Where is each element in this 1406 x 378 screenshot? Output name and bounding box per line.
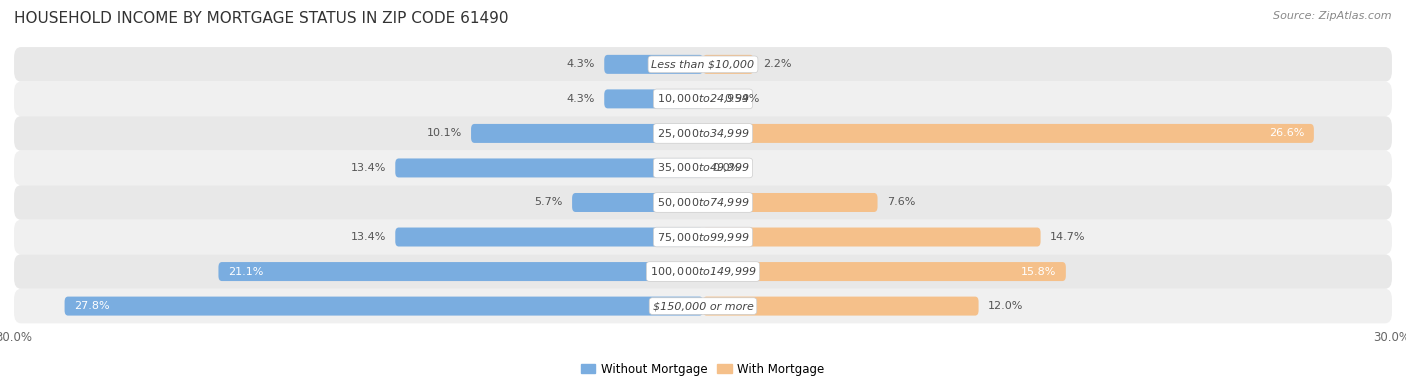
FancyBboxPatch shape bbox=[605, 55, 703, 74]
FancyBboxPatch shape bbox=[14, 289, 1392, 323]
FancyBboxPatch shape bbox=[703, 193, 877, 212]
Text: 14.7%: 14.7% bbox=[1050, 232, 1085, 242]
FancyBboxPatch shape bbox=[703, 228, 1040, 246]
Text: $25,000 to $34,999: $25,000 to $34,999 bbox=[657, 127, 749, 140]
Text: $50,000 to $74,999: $50,000 to $74,999 bbox=[657, 196, 749, 209]
Text: $150,000 or more: $150,000 or more bbox=[652, 301, 754, 311]
Text: 26.6%: 26.6% bbox=[1270, 129, 1305, 138]
FancyBboxPatch shape bbox=[471, 124, 703, 143]
Text: $35,000 to $49,999: $35,000 to $49,999 bbox=[657, 161, 749, 175]
FancyBboxPatch shape bbox=[572, 193, 703, 212]
FancyBboxPatch shape bbox=[14, 185, 1392, 220]
Text: 27.8%: 27.8% bbox=[73, 301, 110, 311]
Text: 4.3%: 4.3% bbox=[567, 94, 595, 104]
Text: 12.0%: 12.0% bbox=[988, 301, 1024, 311]
FancyBboxPatch shape bbox=[395, 158, 703, 177]
Text: $10,000 to $24,999: $10,000 to $24,999 bbox=[657, 92, 749, 105]
Text: 7.6%: 7.6% bbox=[887, 197, 915, 208]
Text: 13.4%: 13.4% bbox=[350, 163, 387, 173]
Text: 21.1%: 21.1% bbox=[228, 266, 263, 277]
Text: HOUSEHOLD INCOME BY MORTGAGE STATUS IN ZIP CODE 61490: HOUSEHOLD INCOME BY MORTGAGE STATUS IN Z… bbox=[14, 11, 509, 26]
FancyBboxPatch shape bbox=[14, 82, 1392, 116]
Text: 13.4%: 13.4% bbox=[350, 232, 387, 242]
FancyBboxPatch shape bbox=[14, 116, 1392, 151]
Legend: Without Mortgage, With Mortgage: Without Mortgage, With Mortgage bbox=[576, 358, 830, 378]
Text: $75,000 to $99,999: $75,000 to $99,999 bbox=[657, 231, 749, 243]
Text: 2.2%: 2.2% bbox=[762, 59, 792, 69]
Text: 10.1%: 10.1% bbox=[426, 129, 461, 138]
FancyBboxPatch shape bbox=[218, 262, 703, 281]
FancyBboxPatch shape bbox=[605, 89, 703, 108]
FancyBboxPatch shape bbox=[703, 262, 1066, 281]
FancyBboxPatch shape bbox=[14, 47, 1392, 82]
FancyBboxPatch shape bbox=[14, 220, 1392, 254]
FancyBboxPatch shape bbox=[703, 124, 1313, 143]
FancyBboxPatch shape bbox=[395, 228, 703, 246]
FancyBboxPatch shape bbox=[703, 297, 979, 316]
Text: 5.7%: 5.7% bbox=[534, 197, 562, 208]
Text: 0.0%: 0.0% bbox=[713, 163, 741, 173]
Text: Less than $10,000: Less than $10,000 bbox=[651, 59, 755, 69]
FancyBboxPatch shape bbox=[703, 55, 754, 74]
FancyBboxPatch shape bbox=[703, 89, 716, 108]
FancyBboxPatch shape bbox=[14, 254, 1392, 289]
FancyBboxPatch shape bbox=[14, 151, 1392, 185]
Text: $100,000 to $149,999: $100,000 to $149,999 bbox=[650, 265, 756, 278]
FancyBboxPatch shape bbox=[65, 297, 703, 316]
Text: 15.8%: 15.8% bbox=[1021, 266, 1057, 277]
Text: Source: ZipAtlas.com: Source: ZipAtlas.com bbox=[1274, 11, 1392, 21]
Text: 4.3%: 4.3% bbox=[567, 59, 595, 69]
Text: 0.54%: 0.54% bbox=[724, 94, 761, 104]
